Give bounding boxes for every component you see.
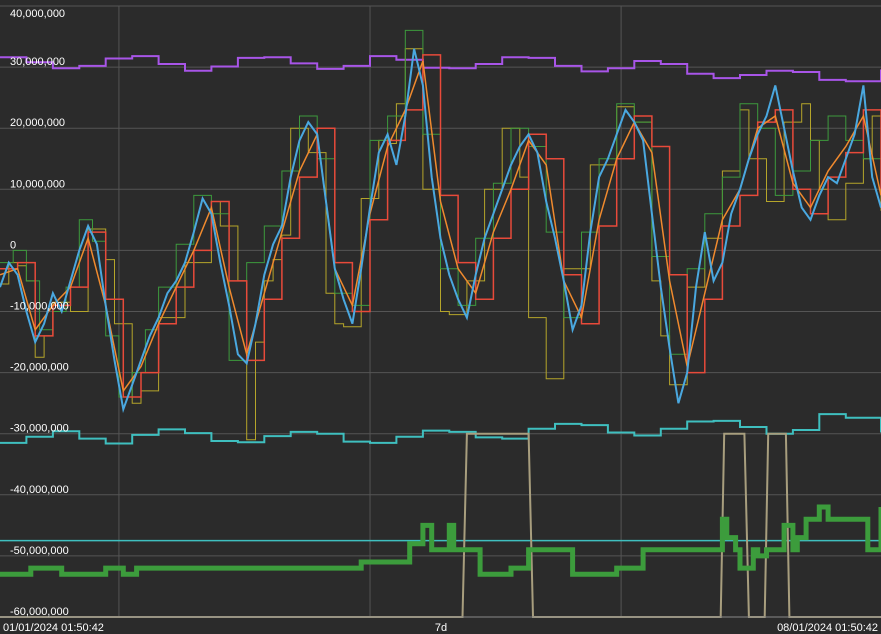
y-tick-label: -50,000,000 (10, 545, 69, 557)
series-line-4 (0, 29, 881, 398)
series-group (0, 29, 881, 618)
y-tick-label: -60,000,000 (10, 606, 69, 618)
y-tick-label: 10,000,000 (10, 178, 65, 190)
y-tick-label: 0 (10, 239, 16, 251)
x-axis-end-label: 08/01/2024 01:50:42 (777, 622, 878, 634)
x-axis-middle-label: 7d (435, 622, 447, 634)
y-tick-label: 40,000,000 (10, 8, 65, 20)
series-line-0 (0, 55, 881, 83)
series-line-8 (0, 432, 881, 618)
series-line-5 (0, 54, 881, 398)
y-tick-label: 20,000,000 (10, 117, 65, 129)
y-axis-labels: 40,000,000 30,000,000 20,000,000 10,000,000… (10, 8, 69, 618)
y-tick-label: -10,000,000 (10, 301, 69, 313)
series-line-1 (0, 413, 881, 445)
y-tick-label: -30,000,000 (10, 423, 69, 435)
y-tick-label: -40,000,000 (10, 484, 69, 496)
y-tick-label: 30,000,000 (10, 56, 65, 68)
series-line-9 (0, 504, 881, 577)
series-line-7 (0, 48, 881, 414)
y-tick-label: -20,000,000 (10, 362, 69, 374)
x-axis-start-label: 01/01/2024 01:50:42 (3, 622, 104, 634)
series-line-6 (0, 60, 881, 393)
